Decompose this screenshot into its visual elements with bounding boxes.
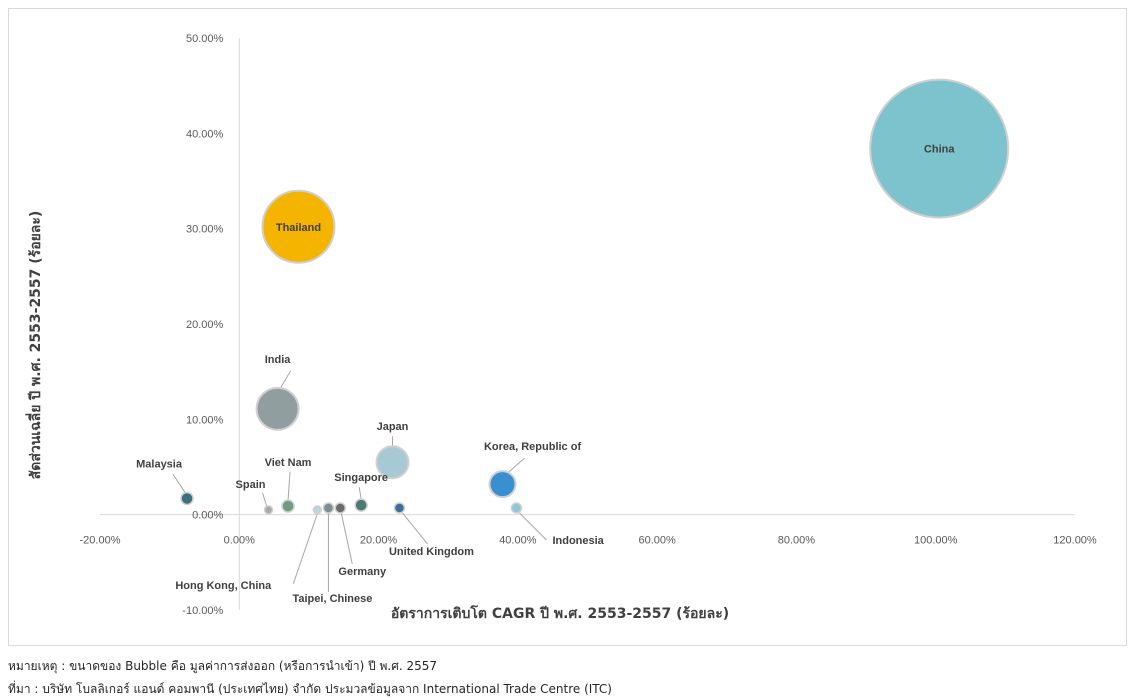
leader-line bbox=[508, 457, 525, 473]
bubbles bbox=[180, 78, 1010, 515]
x-tick-label: 100.00% bbox=[914, 535, 958, 547]
x-tick-label: 0.00% bbox=[224, 535, 255, 547]
bubble-korea-republic-of bbox=[488, 470, 517, 499]
x-tick-label: 20.00% bbox=[360, 535, 398, 547]
bubble-label-korea-republic-of: Korea, Republic of bbox=[484, 441, 582, 453]
x-tick-label: -20.00% bbox=[80, 535, 121, 547]
y-tick-label: 30.00% bbox=[186, 224, 224, 236]
leader-line bbox=[402, 512, 428, 545]
bubble-label-united-kingdom: United Kingdom bbox=[389, 546, 474, 558]
leader-lines bbox=[172, 370, 547, 592]
y-tick-label: 40.00% bbox=[186, 128, 224, 140]
x-axis-title: อัตราการเติบโต CAGR ปี พ.ศ. 2553-2557 (ร… bbox=[391, 604, 729, 622]
leader-line bbox=[340, 512, 353, 565]
y-tick-label: 20.00% bbox=[186, 319, 224, 331]
leader-line bbox=[262, 492, 268, 507]
y-tick-label: -10.00% bbox=[182, 605, 223, 617]
remark-note: หมายเหตุ : ขนาดของ Bubble คือ มูลค่าการส… bbox=[8, 659, 438, 673]
leader-line bbox=[292, 513, 318, 585]
bubble-taipei-chinese bbox=[322, 502, 335, 514]
bubble-india bbox=[255, 386, 300, 431]
bubble-label-thailand: Thailand bbox=[276, 222, 321, 234]
bubble-japan bbox=[375, 445, 410, 480]
leader-line bbox=[287, 472, 291, 501]
x-tick-label: 80.00% bbox=[778, 535, 816, 547]
bubble-label-india: India bbox=[265, 354, 292, 366]
source-note: ที่มา : บริษัท โบลลิเกอร์ แอนด์ คอมพานี … bbox=[8, 682, 612, 696]
bubble-label-china: China bbox=[924, 144, 955, 156]
x-tick-label: 60.00% bbox=[638, 535, 676, 547]
bubble-spain bbox=[263, 505, 274, 515]
bubble-label-germany: Germany bbox=[338, 566, 387, 578]
y-axis-title: สัดส่วนเฉลี่ย ปี พ.ศ. 2553-2557 (ร้อยละ) bbox=[25, 211, 44, 480]
axes: -20.00% 0.00% 20.00% 40.00% 60.00% 80.00% 100.… bbox=[80, 33, 1097, 617]
bubble-malaysia bbox=[180, 491, 194, 506]
bubble-label-indonesia: Indonesia bbox=[552, 535, 604, 547]
bubble-label-viet-nam: Viet Nam bbox=[265, 457, 312, 469]
bubble-label-singapore: Singapore bbox=[334, 472, 388, 484]
leader-line bbox=[172, 474, 186, 493]
y-tick-label: 10.00% bbox=[186, 414, 224, 426]
bubble-indonesia bbox=[510, 502, 523, 514]
chart-frame bbox=[8, 8, 1127, 646]
x-tick-label: 40.00% bbox=[499, 535, 537, 547]
leader-line bbox=[280, 370, 292, 389]
y-tick-label: 0.00% bbox=[192, 510, 223, 522]
bubble-singapore bbox=[354, 498, 368, 512]
y-tick-label: 50.00% bbox=[186, 33, 224, 45]
bubble-label-hong-kong-china: Hong Kong, China bbox=[175, 580, 272, 592]
leader-line bbox=[358, 487, 362, 500]
bubble-label-malaysia: Malaysia bbox=[136, 458, 183, 470]
bubble-label-spain: Spain bbox=[236, 479, 266, 491]
bubble-thailand bbox=[261, 189, 336, 264]
bubble-label-japan: Japan bbox=[377, 421, 409, 433]
x-tick-label: 120.00% bbox=[1053, 535, 1097, 547]
bubble-chart: -20.00% 0.00% 20.00% 40.00% 60.00% 80.00% 100.… bbox=[25, 33, 1097, 622]
bubble-united-kingdom bbox=[393, 502, 406, 514]
bubble-label-taipei-chinese: Taipei, Chinese bbox=[292, 593, 372, 605]
bubble-china bbox=[869, 78, 1010, 219]
leader-line bbox=[519, 512, 547, 541]
bubble-hong-kong-china bbox=[312, 505, 323, 515]
bubble-viet-nam bbox=[281, 499, 295, 513]
bubble-germany bbox=[334, 502, 347, 514]
bubble-labels: China Thailand India Japan Korea, Republic o… bbox=[136, 144, 955, 605]
